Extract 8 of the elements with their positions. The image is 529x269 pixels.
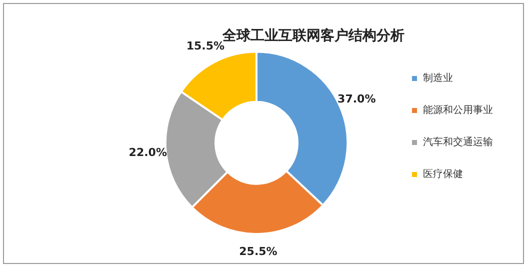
data-label: 37.0% — [338, 92, 376, 106]
data-label: 22.0% — [128, 146, 167, 160]
legend-label: 汽车和交通运输 — [423, 136, 493, 148]
legend-label: 能源和公用事业 — [423, 104, 493, 116]
chart-title: 全球工业互联网客户结构分析 — [222, 27, 404, 44]
legend-label: 制造业 — [423, 72, 453, 84]
data-label: 25.5% — [239, 244, 278, 258]
legend-label: 医疗保健 — [423, 168, 463, 180]
